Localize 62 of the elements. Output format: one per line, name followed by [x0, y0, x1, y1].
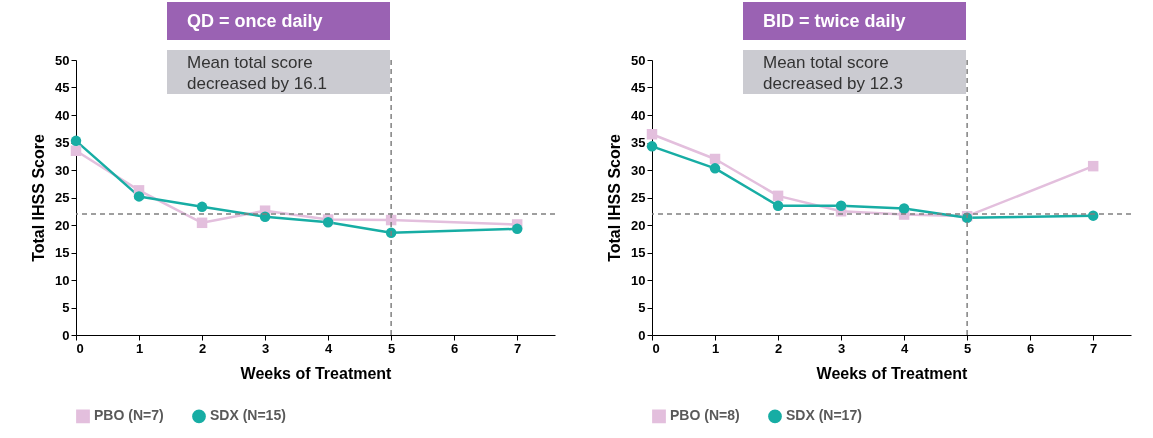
y-tick-label: 35 — [631, 135, 646, 150]
x-axis-title: Weeks of Treatment — [816, 364, 969, 382]
point — [709, 163, 721, 174]
x-tick-label: 0 — [76, 340, 84, 356]
y-tick-label: 10 — [631, 272, 646, 288]
y-tick-label: 50 — [55, 52, 70, 68]
y-axis-title: Total IHSS Score — [30, 134, 48, 262]
y-tick-label: 5 — [62, 300, 70, 315]
point — [772, 190, 784, 202]
point — [646, 129, 658, 140]
x-tick-label: 3 — [837, 340, 846, 356]
y-tick-label: 20 — [631, 217, 646, 233]
y-tick-label: 50 — [631, 52, 646, 68]
point — [196, 217, 208, 229]
point — [133, 191, 145, 202]
x-tick-label: 6 — [451, 340, 459, 356]
point — [646, 141, 658, 152]
x-axis-title: Weeks of Treatment — [240, 364, 393, 382]
y-tick-label: 10 — [55, 272, 70, 288]
chart-title: BID = twice daily — [743, 2, 966, 40]
x-tick-label: 1 — [711, 340, 720, 356]
x-tick-label: 4 — [900, 340, 909, 356]
point — [70, 145, 82, 156]
y-tick-label: 25 — [631, 190, 646, 205]
point — [511, 223, 523, 235]
y-tick-label: 30 — [631, 162, 646, 178]
x-tick-label: 2 — [198, 340, 207, 356]
y-tick-label: 35 — [55, 135, 70, 150]
legend-label: SDX (N=15) — [210, 407, 286, 424]
x-tick-label: 3 — [261, 340, 270, 356]
x-tick-label: 0 — [652, 340, 660, 356]
y-tick-label: 0 — [62, 327, 70, 343]
y-tick-label: 25 — [55, 190, 70, 205]
y-tick-label: 45 — [55, 80, 70, 95]
y-tick-label: 20 — [55, 217, 70, 233]
y-tick-label: 0 — [638, 327, 646, 343]
y-tick-label: 15 — [55, 245, 70, 260]
point — [772, 200, 784, 211]
y-tick-label: 45 — [631, 80, 646, 95]
x-tick-label: 2 — [774, 340, 783, 356]
legend-label: PBO (N=8) — [670, 407, 740, 424]
point — [196, 201, 208, 213]
x-tick-label: 6 — [1027, 340, 1035, 356]
y-tick-label: 15 — [631, 245, 646, 260]
y-tick-label: 40 — [631, 107, 646, 123]
chart-title: QD = once daily — [167, 2, 390, 40]
x-tick-label: 1 — [135, 340, 144, 356]
x-tick-label: 5 — [964, 340, 972, 356]
x-tick-label: 7 — [514, 340, 522, 356]
y-tick-label: 40 — [55, 107, 70, 123]
legend-label: SDX (N=17) — [786, 407, 862, 424]
x-tick-label: 7 — [1090, 340, 1098, 356]
y-tick-label: 30 — [55, 162, 70, 178]
x-tick-label: 5 — [388, 340, 396, 356]
point — [70, 135, 82, 147]
y-tick-label: 5 — [638, 300, 646, 315]
point — [1087, 160, 1099, 172]
point — [898, 203, 910, 214]
point — [835, 200, 847, 211]
y-axis-title: Total IHSS Score — [606, 134, 624, 262]
x-tick-label: 4 — [324, 340, 333, 356]
legend-label: PBO (N=7) — [94, 407, 164, 424]
